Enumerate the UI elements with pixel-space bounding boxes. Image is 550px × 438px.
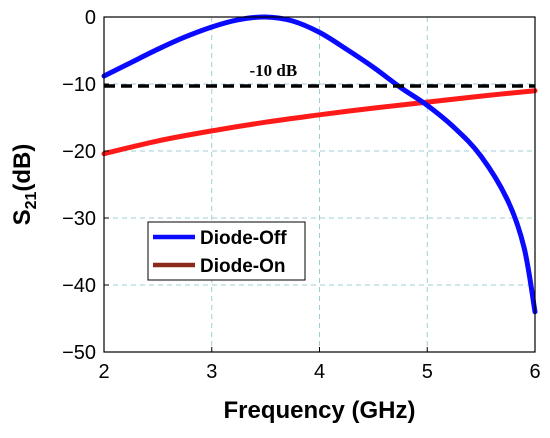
- y-tick-label: −30: [62, 208, 96, 230]
- series-layer: [101, 14, 538, 315]
- x-tick-label: 6: [529, 361, 540, 383]
- x-axis-title: Frequency (GHz): [223, 397, 415, 424]
- x-tick-label: 4: [314, 361, 325, 383]
- x-tick-label: 2: [98, 361, 109, 383]
- y-axis-title-unit: (dB): [9, 144, 36, 192]
- legend: Diode-Off Diode-On: [147, 221, 306, 281]
- y-tick-label: −20: [62, 141, 96, 163]
- reference-line-label: -10 dB: [249, 61, 297, 80]
- series-line-diode-on: [101, 88, 538, 157]
- grid: [103, 16, 536, 353]
- legend-label-diode-on: Diode-On: [200, 256, 286, 277]
- x-tick-label: 3: [206, 361, 217, 383]
- legend-label-diode-off: Diode-Off: [200, 228, 287, 249]
- y-axis-title: S21(dB): [9, 144, 40, 226]
- y-tick-label: −10: [62, 74, 96, 96]
- y-axis-title-subscript: 21: [23, 191, 40, 209]
- y-axis-title-main: S: [9, 209, 36, 225]
- series-line-diode-off: [101, 14, 538, 315]
- plot-frame: [103, 16, 536, 353]
- y-tick-label: 0: [85, 7, 96, 29]
- y-tick-label: −50: [62, 342, 96, 364]
- y-tick-label: −40: [62, 275, 96, 297]
- x-tick-label: 5: [422, 361, 433, 383]
- legend-box: [147, 221, 306, 281]
- tick-layer: 2 3 4 5 6 0 −10 −20 −30 −40 −50: [62, 7, 541, 383]
